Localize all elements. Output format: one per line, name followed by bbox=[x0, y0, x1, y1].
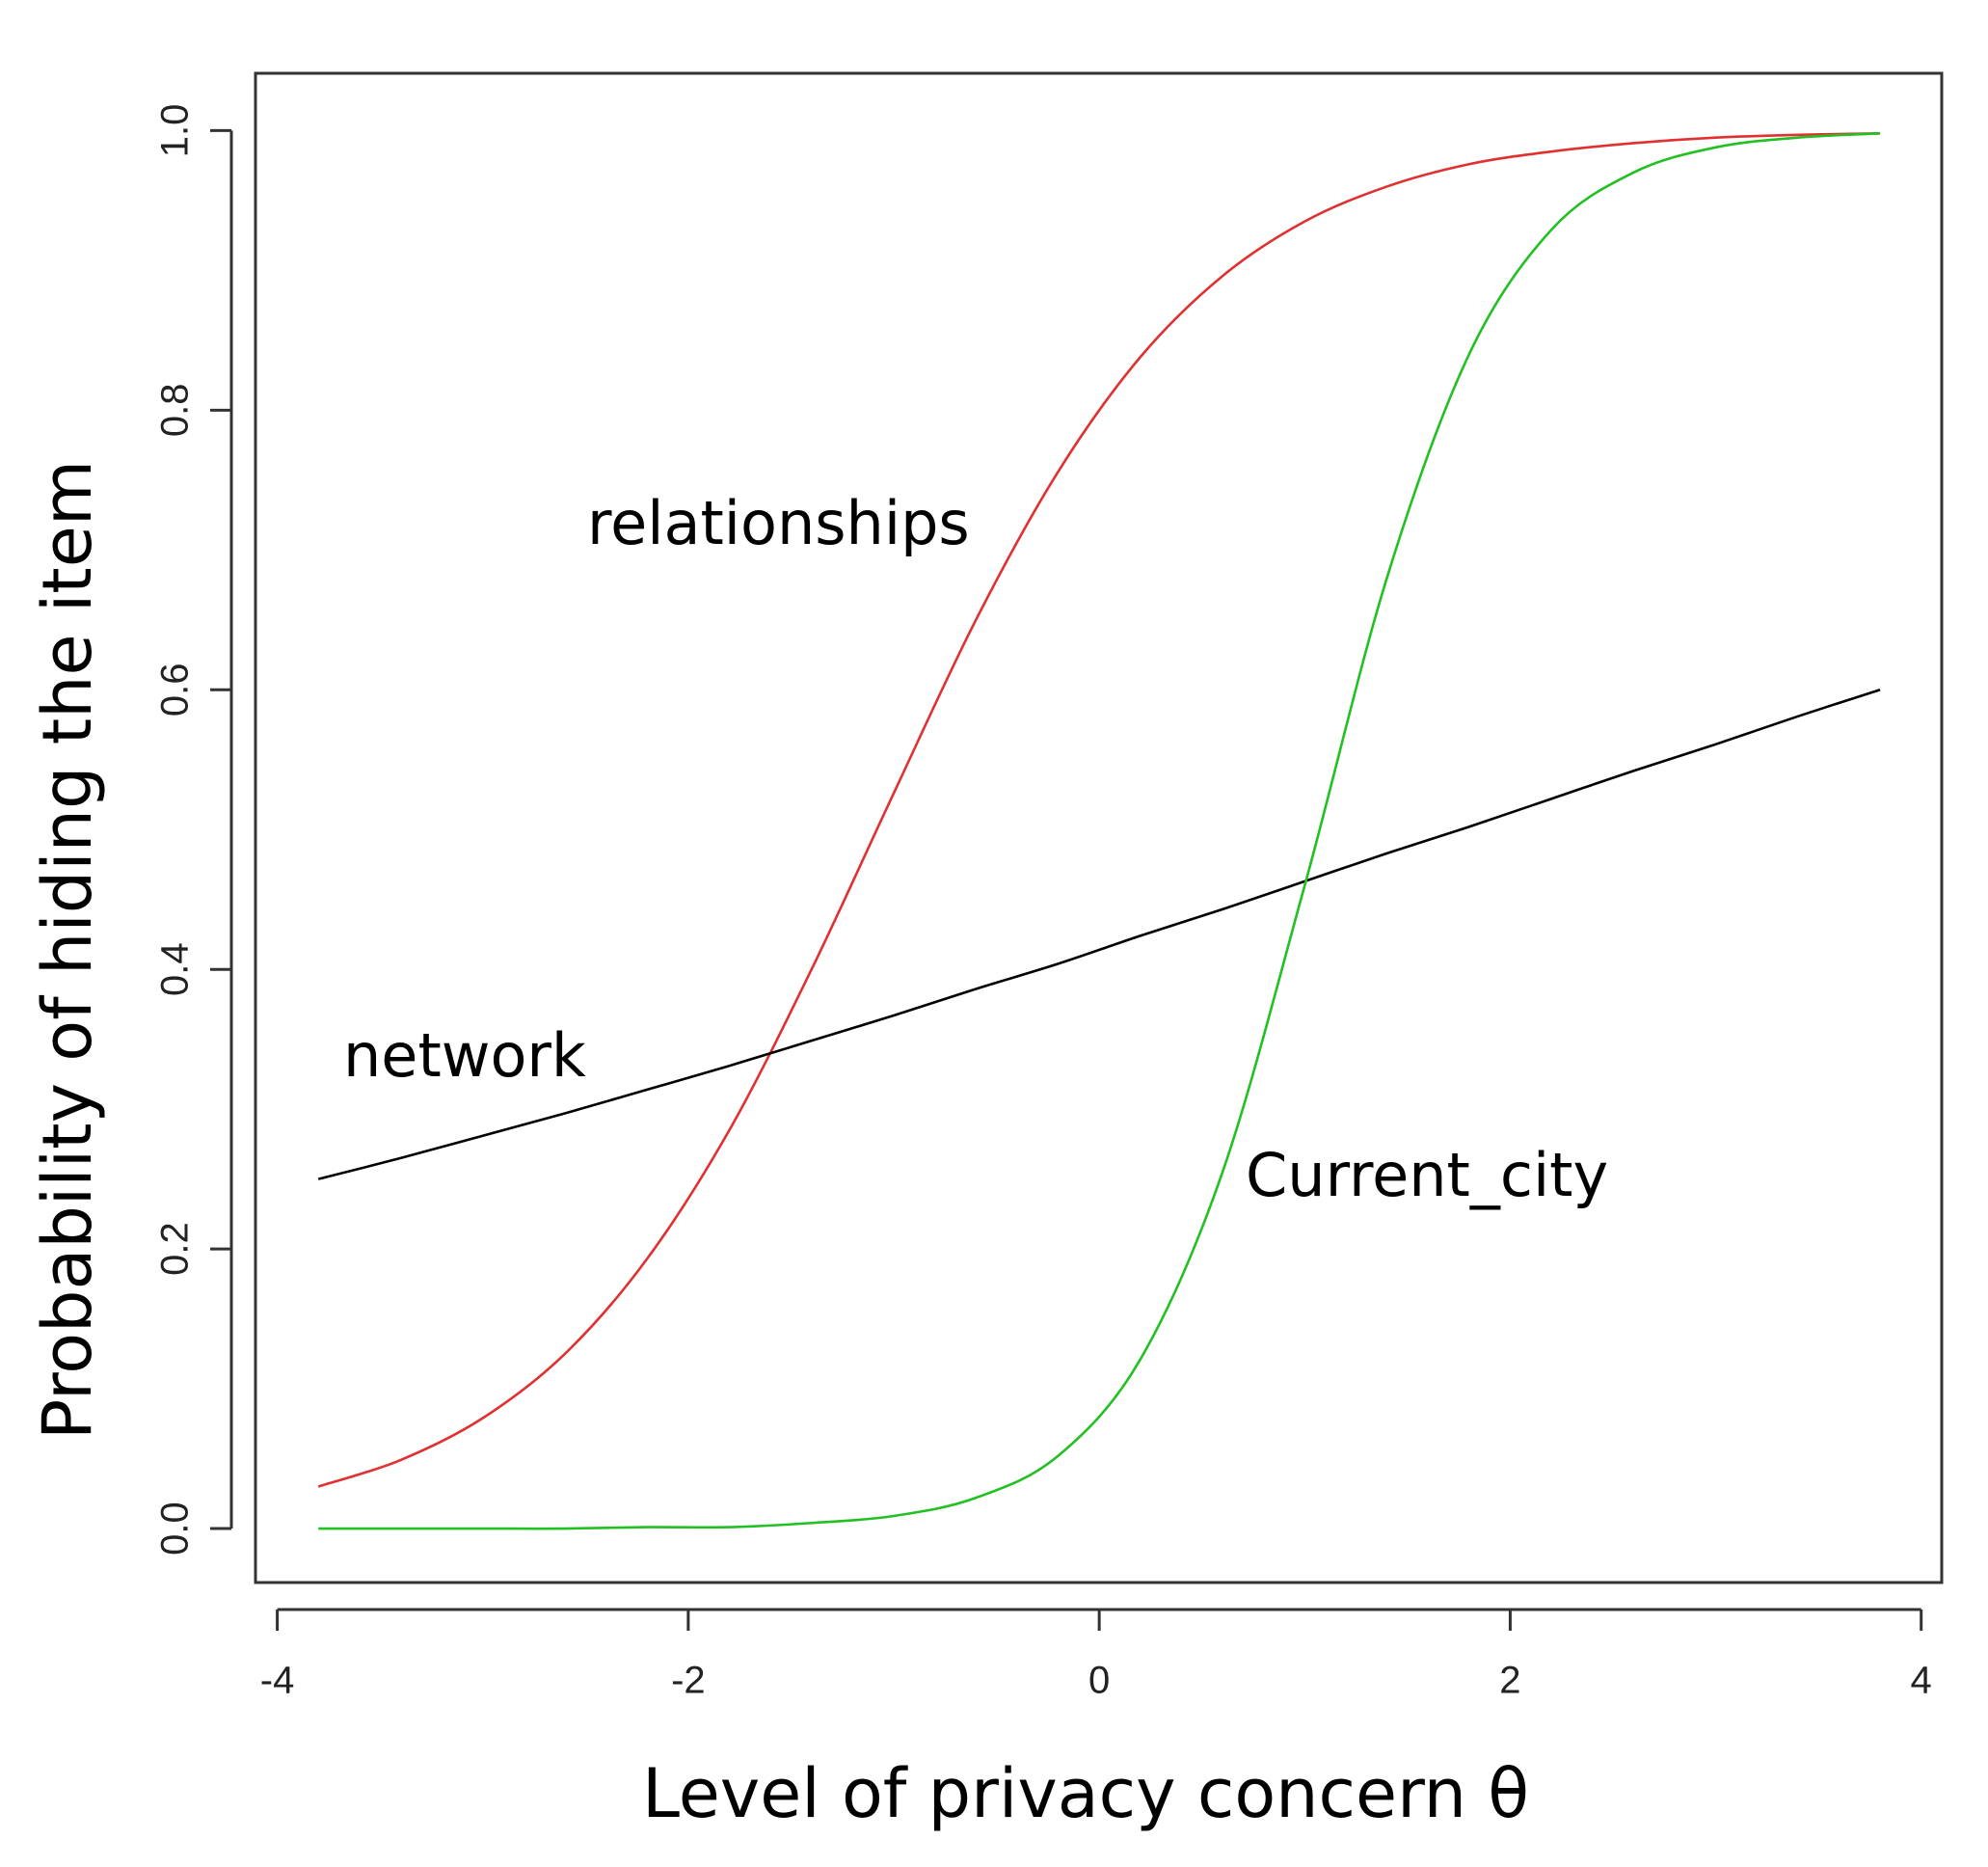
series-line bbox=[317, 132, 1881, 1488]
x-tick-label: 2 bbox=[1499, 1660, 1520, 1702]
y-tick-label: 0.6 bbox=[154, 663, 197, 717]
y-axis-label: Probability of hiding the item bbox=[28, 460, 107, 1440]
x-tick-label: -4 bbox=[260, 1660, 295, 1702]
x-tick-label: 4 bbox=[1911, 1660, 1932, 1702]
series-label: Current_city bbox=[1246, 1140, 1608, 1210]
y-tick-label: 0.8 bbox=[154, 384, 197, 438]
y-tick-label: 1.0 bbox=[154, 104, 197, 158]
series-line bbox=[318, 132, 1881, 1530]
x-tick-label: 0 bbox=[1088, 1660, 1110, 1702]
y-tick-label: 0.2 bbox=[154, 1222, 197, 1276]
y-tick-label: 0.0 bbox=[154, 1502, 197, 1556]
series-label: relationships bbox=[587, 488, 970, 558]
x-tick-label: -2 bbox=[671, 1660, 706, 1702]
series-line bbox=[317, 689, 1881, 1180]
y-tick-label: 0.4 bbox=[154, 942, 197, 996]
plot-frame bbox=[254, 71, 1944, 1584]
x-axis-label: Level of privacy concern θ bbox=[642, 1754, 1529, 1833]
series-label: network bbox=[343, 1020, 586, 1091]
